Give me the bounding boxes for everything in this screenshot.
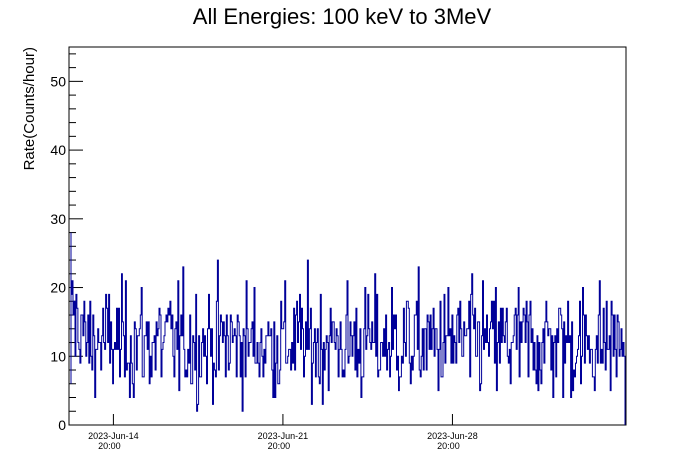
x-tick-date: 2023-Jun-14 xyxy=(88,431,139,441)
rate-series xyxy=(70,232,626,425)
y-tick-label: 10 xyxy=(50,348,66,364)
y-tick-label: 0 xyxy=(58,417,66,433)
y-axis: 0 10 20 30 40 50 xyxy=(50,53,83,433)
x-tick-time: 20:00 xyxy=(268,441,291,451)
y-tick-label: 50 xyxy=(50,73,66,89)
y-tick-label: 20 xyxy=(50,280,66,296)
rate-line xyxy=(71,259,626,425)
y-tick-label: 40 xyxy=(50,142,66,158)
y-tick-label: 30 xyxy=(50,211,66,227)
x-tick-date: 2023-Jun-21 xyxy=(258,431,309,441)
chart-title: All Energies: 100 keV to 3MeV xyxy=(193,4,492,29)
x-tick-time: 20:00 xyxy=(98,441,121,451)
x-tick-date: 2023-Jun-28 xyxy=(427,431,478,441)
x-tick-time: 20:00 xyxy=(437,441,460,451)
plot-frame xyxy=(68,46,627,426)
y-axis-label: Rate(Counts/hour) xyxy=(21,47,38,170)
x-axis: 2023-Jun-1420:002023-Jun-2120:002023-Jun… xyxy=(88,414,478,451)
